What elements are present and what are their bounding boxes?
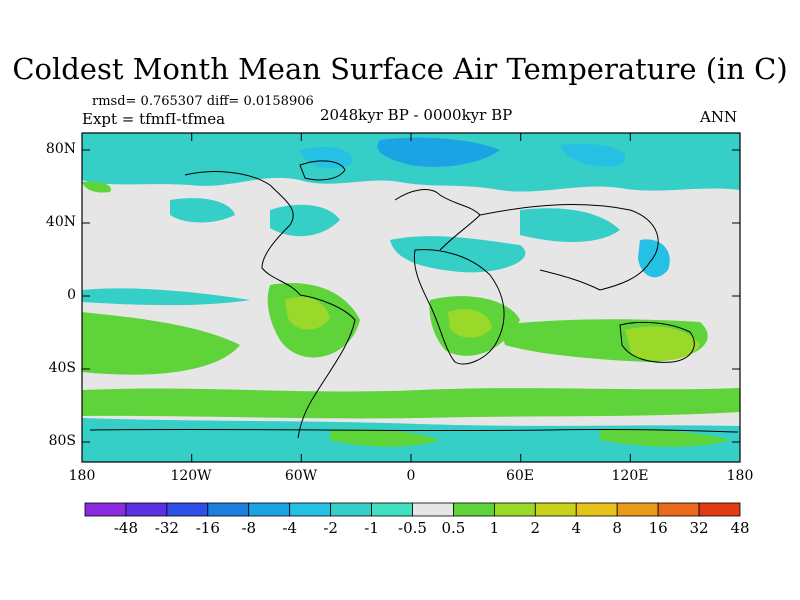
region-africa-warmer xyxy=(448,309,492,338)
lon-label-0: 0 xyxy=(406,468,416,484)
lon-label-180w: 180 xyxy=(68,468,96,484)
colorbar-label: -48 xyxy=(113,519,139,537)
lon-label-120e: 120E xyxy=(611,468,649,484)
colorbar-label: -0.5 xyxy=(398,519,427,537)
colorbar-box xyxy=(575,502,618,517)
colorbar-box xyxy=(330,502,372,517)
lat-label-40s: 40S xyxy=(48,360,76,376)
colorbar-label: 0.5 xyxy=(441,519,466,537)
lat-label-80n: 80N xyxy=(45,141,76,157)
colorbar-label: -32 xyxy=(154,519,179,537)
experiment-label: Expt = tfmfI-tfmea xyxy=(82,110,226,128)
region-south-pacific-warm xyxy=(82,312,240,375)
region-south-atlantic-warm xyxy=(82,388,740,419)
lon-label-60w: 60W xyxy=(284,468,318,484)
temperature-field xyxy=(82,133,740,462)
colorbar-box xyxy=(125,502,168,517)
colorbar-label: 1 xyxy=(489,519,500,537)
colorbar-box xyxy=(248,502,291,517)
season-label: ANN xyxy=(700,108,738,126)
region-asia-cool xyxy=(520,208,620,242)
region-antarctic-warm xyxy=(330,429,440,447)
stats-label: rmsd= 0.765307 diff= 0.0158906 xyxy=(92,94,314,109)
colorbar-label: 4 xyxy=(571,519,582,537)
colorbar-box xyxy=(493,502,536,517)
region-arctic-cold xyxy=(377,137,500,167)
lon-label-120w: 120W xyxy=(170,468,212,484)
axis-ticks xyxy=(81,133,741,462)
colorbar-label: -1 xyxy=(364,519,379,537)
region-equatorial-cool xyxy=(82,288,250,306)
colorbar-label: 32 xyxy=(689,519,709,537)
region-pacific-cool xyxy=(170,198,235,223)
region-atlantic-cool xyxy=(270,204,340,237)
colorbar-label: 48 xyxy=(730,519,750,537)
colorbar-label: 16 xyxy=(648,519,668,537)
colorbar-box xyxy=(616,502,659,517)
colorbar-label: 2 xyxy=(530,519,541,537)
lon-label-60e: 60E xyxy=(505,468,535,484)
colorbar-box xyxy=(84,502,127,517)
colorbar-box xyxy=(453,502,495,517)
colorbar-label: 8 xyxy=(612,519,622,537)
region-south-america-warmer xyxy=(285,296,330,330)
colorbar-box xyxy=(534,502,577,517)
lat-label-40n: 40N xyxy=(45,214,76,230)
region-australia-warm xyxy=(625,326,700,361)
colorbar-box xyxy=(412,502,454,517)
colorbar-box xyxy=(657,502,700,517)
colorbar-box xyxy=(207,502,250,517)
region-eurasia-cool xyxy=(390,236,526,273)
region-arctic-cold-2 xyxy=(300,146,352,169)
region-arctic-cold-3 xyxy=(560,143,626,167)
colorbar-label: -2 xyxy=(323,519,338,537)
colorbar-box xyxy=(289,502,332,517)
lat-label-80s: 80S xyxy=(48,433,76,449)
coastlines xyxy=(89,160,739,439)
colorbar-label: -16 xyxy=(195,519,220,537)
region-antarctic-warm-2 xyxy=(600,429,730,447)
lon-label-180e: 180 xyxy=(726,468,754,484)
region-north-pacific-warm xyxy=(82,181,111,193)
colorbar-label: -8 xyxy=(241,519,257,537)
lat-label-0: 0 xyxy=(67,287,76,303)
colorbar-label: -4 xyxy=(282,519,297,537)
colorbar-box xyxy=(371,502,413,517)
chart-title: Coldest Month Mean Surface Air Temperatu… xyxy=(12,52,788,86)
period-label: 2048kyr BP - 0000kyr BP xyxy=(320,106,513,124)
colorbar-box xyxy=(166,502,209,517)
colorbar-box xyxy=(698,502,741,517)
